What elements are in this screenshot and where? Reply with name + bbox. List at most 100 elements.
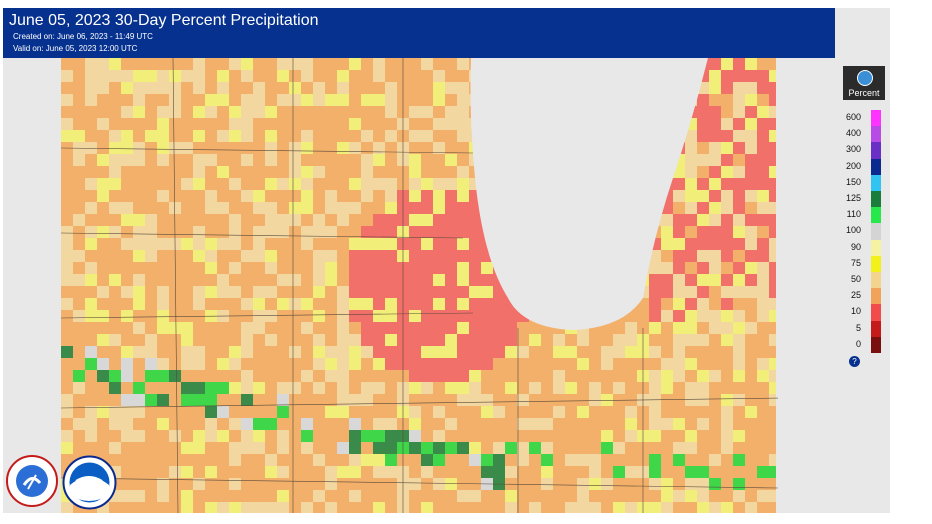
map-cell (409, 370, 421, 382)
map-cell (361, 202, 373, 214)
map-cell (109, 346, 121, 358)
precipitation-map[interactable] (3, 58, 890, 513)
map-cell (61, 358, 73, 370)
map-cell (253, 442, 265, 454)
map-cell (229, 226, 241, 238)
map-cell (457, 130, 469, 142)
map-cell (265, 250, 277, 262)
map-cell (265, 190, 277, 202)
map-cell (457, 370, 469, 382)
map-cell (229, 334, 241, 346)
map-cell (673, 166, 685, 178)
map-cell (181, 394, 193, 406)
map-cell (601, 346, 613, 358)
map-cell (289, 454, 301, 466)
map-cell (325, 142, 337, 154)
map-cell (409, 166, 421, 178)
map-cell (109, 502, 121, 513)
map-cell (277, 418, 289, 430)
map-cell (193, 82, 205, 94)
map-cell (733, 262, 745, 274)
map-cell (673, 250, 685, 262)
map-cell (265, 130, 277, 142)
map-cell (181, 166, 193, 178)
map-cell (241, 238, 253, 250)
map-cell (253, 130, 265, 142)
map-cell (121, 130, 133, 142)
map-cell (205, 334, 217, 346)
map-cell (505, 310, 517, 322)
map-cell (229, 430, 241, 442)
map-canvas[interactable] (3, 58, 778, 513)
map-cell (121, 490, 133, 502)
map-cell (721, 370, 733, 382)
map-cell (721, 346, 733, 358)
map-cell (709, 178, 721, 190)
map-cell (757, 262, 769, 274)
map-cell (445, 250, 457, 262)
map-cell (169, 202, 181, 214)
map-cell (673, 502, 685, 513)
map-cell (229, 298, 241, 310)
help-icon[interactable]: ? (849, 356, 860, 367)
map-cell (133, 130, 145, 142)
map-cell (133, 298, 145, 310)
map-cell (133, 490, 145, 502)
map-cell (733, 418, 745, 430)
map-cell (625, 346, 637, 358)
map-cell (193, 418, 205, 430)
map-cell (385, 430, 397, 442)
map-cell (601, 394, 613, 406)
map-cell (73, 394, 85, 406)
map-cell (241, 478, 253, 490)
map-cell (421, 310, 433, 322)
map-cell (349, 370, 361, 382)
map-cell (289, 466, 301, 478)
map-cell (241, 322, 253, 334)
map-cell (505, 322, 517, 334)
map-cell (745, 178, 757, 190)
map-cell (757, 454, 769, 466)
map-cell (745, 382, 757, 394)
map-cell (469, 286, 481, 298)
map-cell (301, 298, 313, 310)
map-cell (661, 334, 673, 346)
map-cell (277, 274, 289, 286)
map-cell (757, 430, 769, 442)
map-cell (421, 130, 433, 142)
map-cell (733, 370, 745, 382)
map-cell (745, 262, 757, 274)
map-cell (169, 178, 181, 190)
map-cell (625, 502, 637, 513)
map-cell (133, 94, 145, 106)
map-cell (769, 106, 778, 118)
map-cell (145, 418, 157, 430)
map-cell (757, 466, 769, 478)
created-on-text: Created on: June 06, 2023 - 11:49 UTC (13, 32, 153, 41)
map-cell (301, 178, 313, 190)
map-cell (133, 154, 145, 166)
map-cell (733, 274, 745, 286)
map-cell (313, 322, 325, 334)
map-cell (265, 70, 277, 82)
map-cell (421, 154, 433, 166)
map-cell (505, 490, 517, 502)
map-cell (421, 250, 433, 262)
map-cell (421, 370, 433, 382)
map-cell (505, 394, 517, 406)
map-cell (409, 502, 421, 513)
map-cell (385, 202, 397, 214)
map-cell (529, 430, 541, 442)
map-cell (709, 298, 721, 310)
map-cell (301, 118, 313, 130)
map-cell (721, 490, 733, 502)
map-cell (145, 178, 157, 190)
map-cell (325, 490, 337, 502)
map-cell (421, 406, 433, 418)
map-cell (481, 346, 493, 358)
map-cell (757, 166, 769, 178)
map-cell (661, 238, 673, 250)
map-cell (181, 214, 193, 226)
map-cell (721, 358, 733, 370)
map-cell (553, 490, 565, 502)
